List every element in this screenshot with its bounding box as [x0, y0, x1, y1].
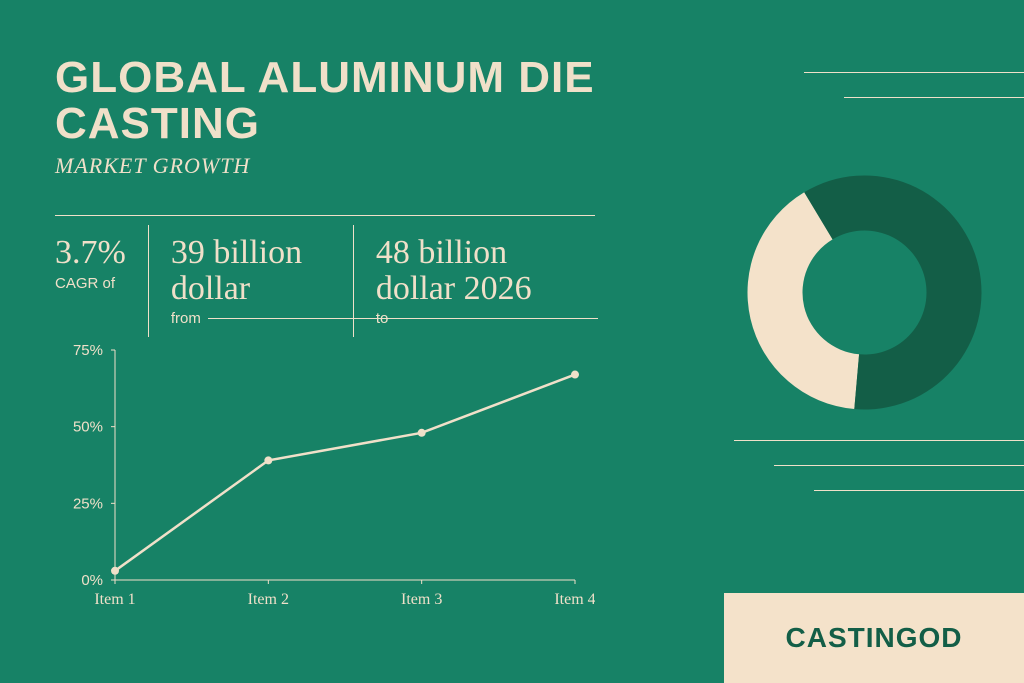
- stat-from-value: 39 billion dollar: [171, 235, 331, 306]
- stat-from: 39 billion dollar from: [148, 225, 353, 337]
- stat-cagr-label: CAGR of: [55, 275, 126, 292]
- stat-cagr-value: 3.7%: [55, 235, 126, 271]
- x-tick-label: Item 1: [94, 591, 135, 608]
- line-marker: [264, 456, 272, 464]
- logo-text: CASTINGOD: [786, 622, 963, 654]
- decorative-lines-bottom: [734, 440, 1024, 515]
- y-tick-label: 0%: [81, 572, 103, 589]
- decorative-line: [814, 490, 1024, 491]
- decorative-line: [774, 465, 1024, 466]
- line-chart: 0% 25% 50% 75% Item 1 Item 2 Item 3 Item 4: [55, 340, 595, 620]
- x-tick-label: Item 2: [248, 591, 289, 608]
- page-title-line1: GLOBAL ALUMINUM DIE: [55, 55, 595, 101]
- y-tick-label: 50%: [73, 419, 103, 436]
- donut-chart: [747, 175, 982, 410]
- stat-to-value: 48 billion dollar 2026: [376, 235, 576, 306]
- title-underline: [55, 215, 595, 216]
- y-tick-label: 25%: [73, 495, 103, 512]
- decorative-line: [844, 97, 1024, 98]
- stats-underline: [208, 318, 598, 319]
- y-tick-label: 75%: [73, 342, 103, 359]
- line-series: [115, 375, 575, 571]
- title-block: GLOBAL ALUMINUM DIE CASTING MARKET GROWT…: [55, 55, 595, 179]
- stat-cagr: 3.7% CAGR of: [55, 225, 148, 302]
- line-marker: [418, 429, 426, 437]
- line-marker: [571, 371, 579, 379]
- decorative-line: [734, 440, 1024, 441]
- stats-row: 3.7% CAGR of 39 billion dollar from 48 b…: [55, 225, 598, 337]
- page-subtitle: MARKET GROWTH: [55, 153, 595, 179]
- x-tick-label: Item 3: [401, 591, 442, 608]
- x-tick-label: Item 4: [554, 591, 595, 608]
- stat-to: 48 billion dollar 2026 to: [353, 225, 598, 337]
- decorative-lines-top: [804, 72, 1024, 122]
- logo-box: CASTINGOD: [724, 593, 1024, 683]
- decorative-line: [804, 72, 1024, 73]
- line-marker: [111, 567, 119, 575]
- page-title-line2: CASTING: [55, 101, 595, 147]
